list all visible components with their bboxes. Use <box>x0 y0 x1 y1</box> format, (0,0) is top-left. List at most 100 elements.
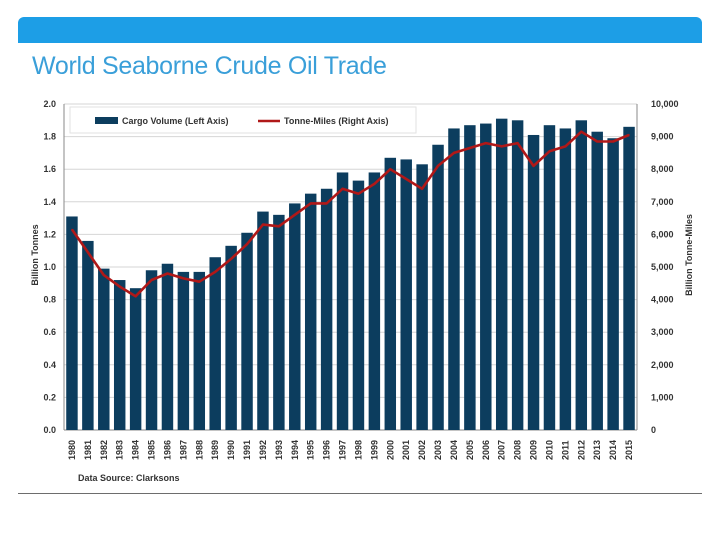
y-tick-label: 0.0 <box>43 425 56 435</box>
x-tick-label: 2012 <box>576 440 586 460</box>
x-tick-label: 2014 <box>608 440 618 460</box>
x-tick-label: 1981 <box>83 440 93 460</box>
x-tick-label: 2004 <box>449 440 459 460</box>
line-point-1998 <box>357 192 360 195</box>
y-tick-label: 0.4 <box>43 360 56 370</box>
x-tick-label: 2011 <box>560 440 570 460</box>
legend-label-tonne-miles: Tonne-Miles (Right Axis) <box>284 116 389 126</box>
y-tick-label: 1.8 <box>43 132 56 142</box>
y2-tick-label: 6,000 <box>651 229 674 239</box>
x-tick-label: 1996 <box>322 440 332 460</box>
line-point-2010 <box>548 150 551 153</box>
x-tick-label: 1990 <box>226 440 236 460</box>
y-tick-label: 1.0 <box>43 262 56 272</box>
line-point-1981 <box>87 251 89 254</box>
y2-tick-label: 4,000 <box>651 295 674 305</box>
y2-tick-label: 0 <box>651 425 656 435</box>
y-axis-title: Billion Tonnes <box>30 224 40 285</box>
line-point-1996 <box>325 202 328 205</box>
x-tick-label: 1993 <box>274 440 284 460</box>
tonne-miles-line <box>70 130 630 298</box>
bar-2013 <box>591 131 603 430</box>
line-point-2002 <box>421 187 423 190</box>
y2-tick-label: 9,000 <box>651 132 674 142</box>
bar-1996 <box>320 188 333 430</box>
bar-1991 <box>241 232 253 430</box>
line-point-2005 <box>469 147 471 149</box>
x-tick-label: 2009 <box>529 440 539 460</box>
line-point-1985 <box>150 279 153 281</box>
x-tick-label: 2007 <box>497 440 507 460</box>
x-tick-label: 1988 <box>194 440 204 460</box>
bar-1980 <box>66 216 78 430</box>
x-tick-label: 1984 <box>131 440 141 460</box>
bar-2012 <box>575 120 588 431</box>
legend-label-cargo-volume: Cargo Volume (Left Axis) <box>122 116 229 126</box>
y-tick-label: 0.6 <box>43 327 56 337</box>
line-point-1988 <box>198 280 201 283</box>
line-point-2011 <box>564 145 567 148</box>
y2-axis-title: Billion Tonne-Miles <box>684 214 694 296</box>
line-point-2001 <box>405 178 408 180</box>
bar-2003 <box>432 144 444 430</box>
x-tick-label: 1994 <box>290 440 300 460</box>
line-point-1992 <box>262 223 264 226</box>
bar-1981 <box>82 240 94 430</box>
line-point-1989 <box>214 271 217 273</box>
x-tick-label: 1985 <box>147 440 157 460</box>
y2-tick-label: 7,000 <box>651 197 674 207</box>
line-point-2009 <box>532 165 535 167</box>
line-point-2006 <box>484 142 487 144</box>
slide-header-bar <box>18 17 702 43</box>
line-point-2014 <box>612 140 614 143</box>
line-point-1986 <box>166 272 169 275</box>
line-point-1991 <box>246 243 248 245</box>
bar-1982 <box>98 268 110 430</box>
bottom-divider <box>18 493 702 494</box>
line-point-1983 <box>118 285 121 288</box>
y-tick-label: 0.8 <box>43 295 56 305</box>
bar-2009 <box>527 134 540 430</box>
bar-2004 <box>448 128 460 430</box>
line-point-2013 <box>596 140 599 143</box>
legend <box>69 106 417 134</box>
x-tick-label: 1995 <box>306 440 316 460</box>
line-point-1982 <box>102 274 105 276</box>
legend-bar-swatch <box>95 117 118 124</box>
x-tick-label: 1983 <box>115 440 125 460</box>
y2-tick-label: 1,000 <box>651 392 674 402</box>
x-tick-label: 1982 <box>99 440 109 460</box>
x-tick-label: 1989 <box>210 440 220 460</box>
y-tick-label: 2.0 <box>43 99 56 109</box>
line-point-2008 <box>516 142 519 144</box>
x-tick-label: 1987 <box>178 440 188 460</box>
x-tick-label: 1997 <box>338 440 348 460</box>
bar-1985 <box>145 270 158 430</box>
y-tick-label: 1.2 <box>43 229 56 239</box>
line-point-1980 <box>71 228 73 231</box>
bar-2007 <box>495 118 508 431</box>
bar-2010 <box>543 125 556 430</box>
bar-1995 <box>304 193 317 430</box>
x-tick-label: 2013 <box>592 440 602 460</box>
bar-1994 <box>289 203 301 430</box>
x-tick-label: 1991 <box>242 440 252 460</box>
bar-1983 <box>113 280 126 430</box>
x-tick-label: 2010 <box>544 440 554 460</box>
bar-2011 <box>559 128 572 430</box>
line-point-2015 <box>628 134 630 136</box>
x-tick-label: 2006 <box>481 440 491 460</box>
bar-2008 <box>511 120 524 431</box>
y2-tick-label: 8,000 <box>651 164 674 174</box>
x-tick-label: 1999 <box>369 440 379 460</box>
bar-2001 <box>400 159 412 431</box>
line-point-1984 <box>134 295 137 298</box>
x-tick-label: 2000 <box>385 440 395 460</box>
line-point-2012 <box>580 130 583 133</box>
bar-2005 <box>464 125 476 430</box>
x-tick-label: 2003 <box>433 440 443 460</box>
y2-tick-label: 2,000 <box>651 360 674 370</box>
bar-1989 <box>209 257 221 430</box>
line-point-1993 <box>278 225 280 228</box>
line-point-2003 <box>437 165 439 167</box>
